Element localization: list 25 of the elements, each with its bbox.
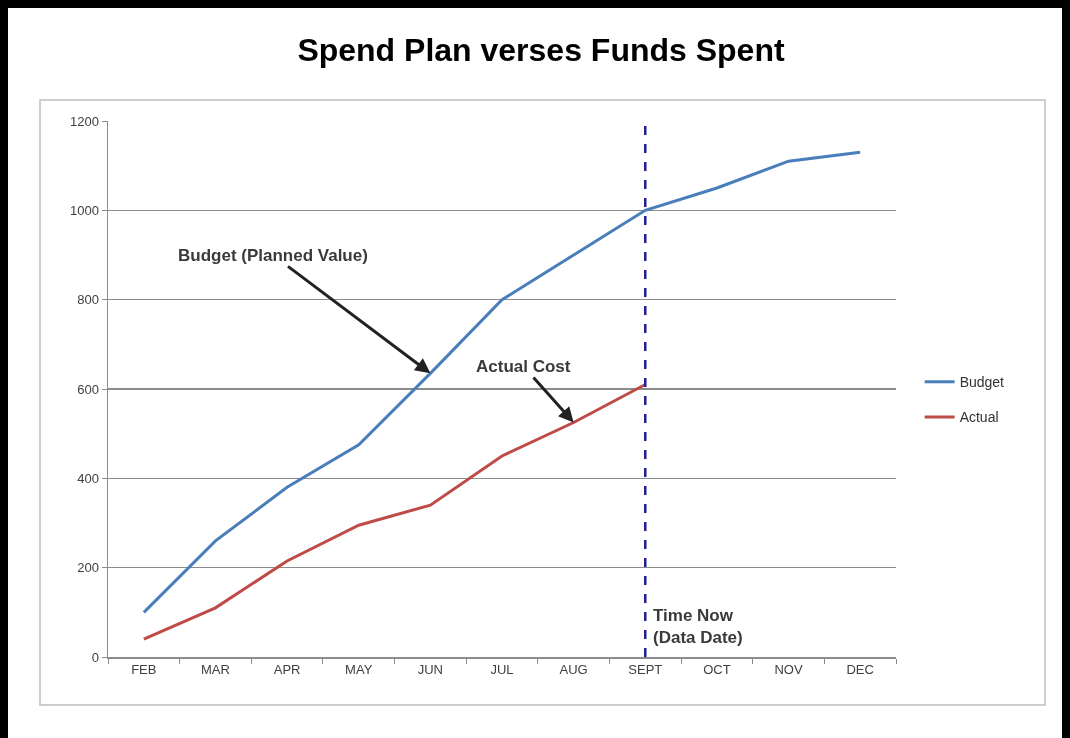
y-tick-label: 800 [77,292,99,308]
line-series [142,383,647,641]
chart-title: Spend Plan verses Funds Spent [297,32,785,69]
annotation: Budget (Planned Value) [178,246,368,265]
x-tick-label: JUL [490,662,514,678]
x-tick-label: SEPT [628,662,663,678]
x-tick-label: NOV [774,662,803,678]
x-tick-label: MAY [345,662,373,678]
y-tick-label: 200 [77,560,99,576]
y-tick-label: 1000 [69,202,99,218]
annotation: Actual Cost [476,357,571,376]
x-tick-label: FEB [131,662,157,678]
x-tick-label: DEC [846,662,874,678]
legend-label: Budget [959,374,1005,391]
x-tick-label: MAR [201,662,230,678]
x-tick-label: AUG [559,662,588,678]
x-tick-label: OCT [703,662,731,678]
legend-label: Actual [959,409,999,426]
x-tick-label: APR [273,662,301,678]
y-tick-label: 1200 [69,113,99,129]
x-tick-label: JUN [417,662,443,678]
y-tick-label: 600 [77,381,99,397]
y-tick-label: 0 [91,649,99,665]
y-tick-label: 400 [77,470,99,486]
ref-line-label: Time Now (Data Date) [653,606,743,648]
